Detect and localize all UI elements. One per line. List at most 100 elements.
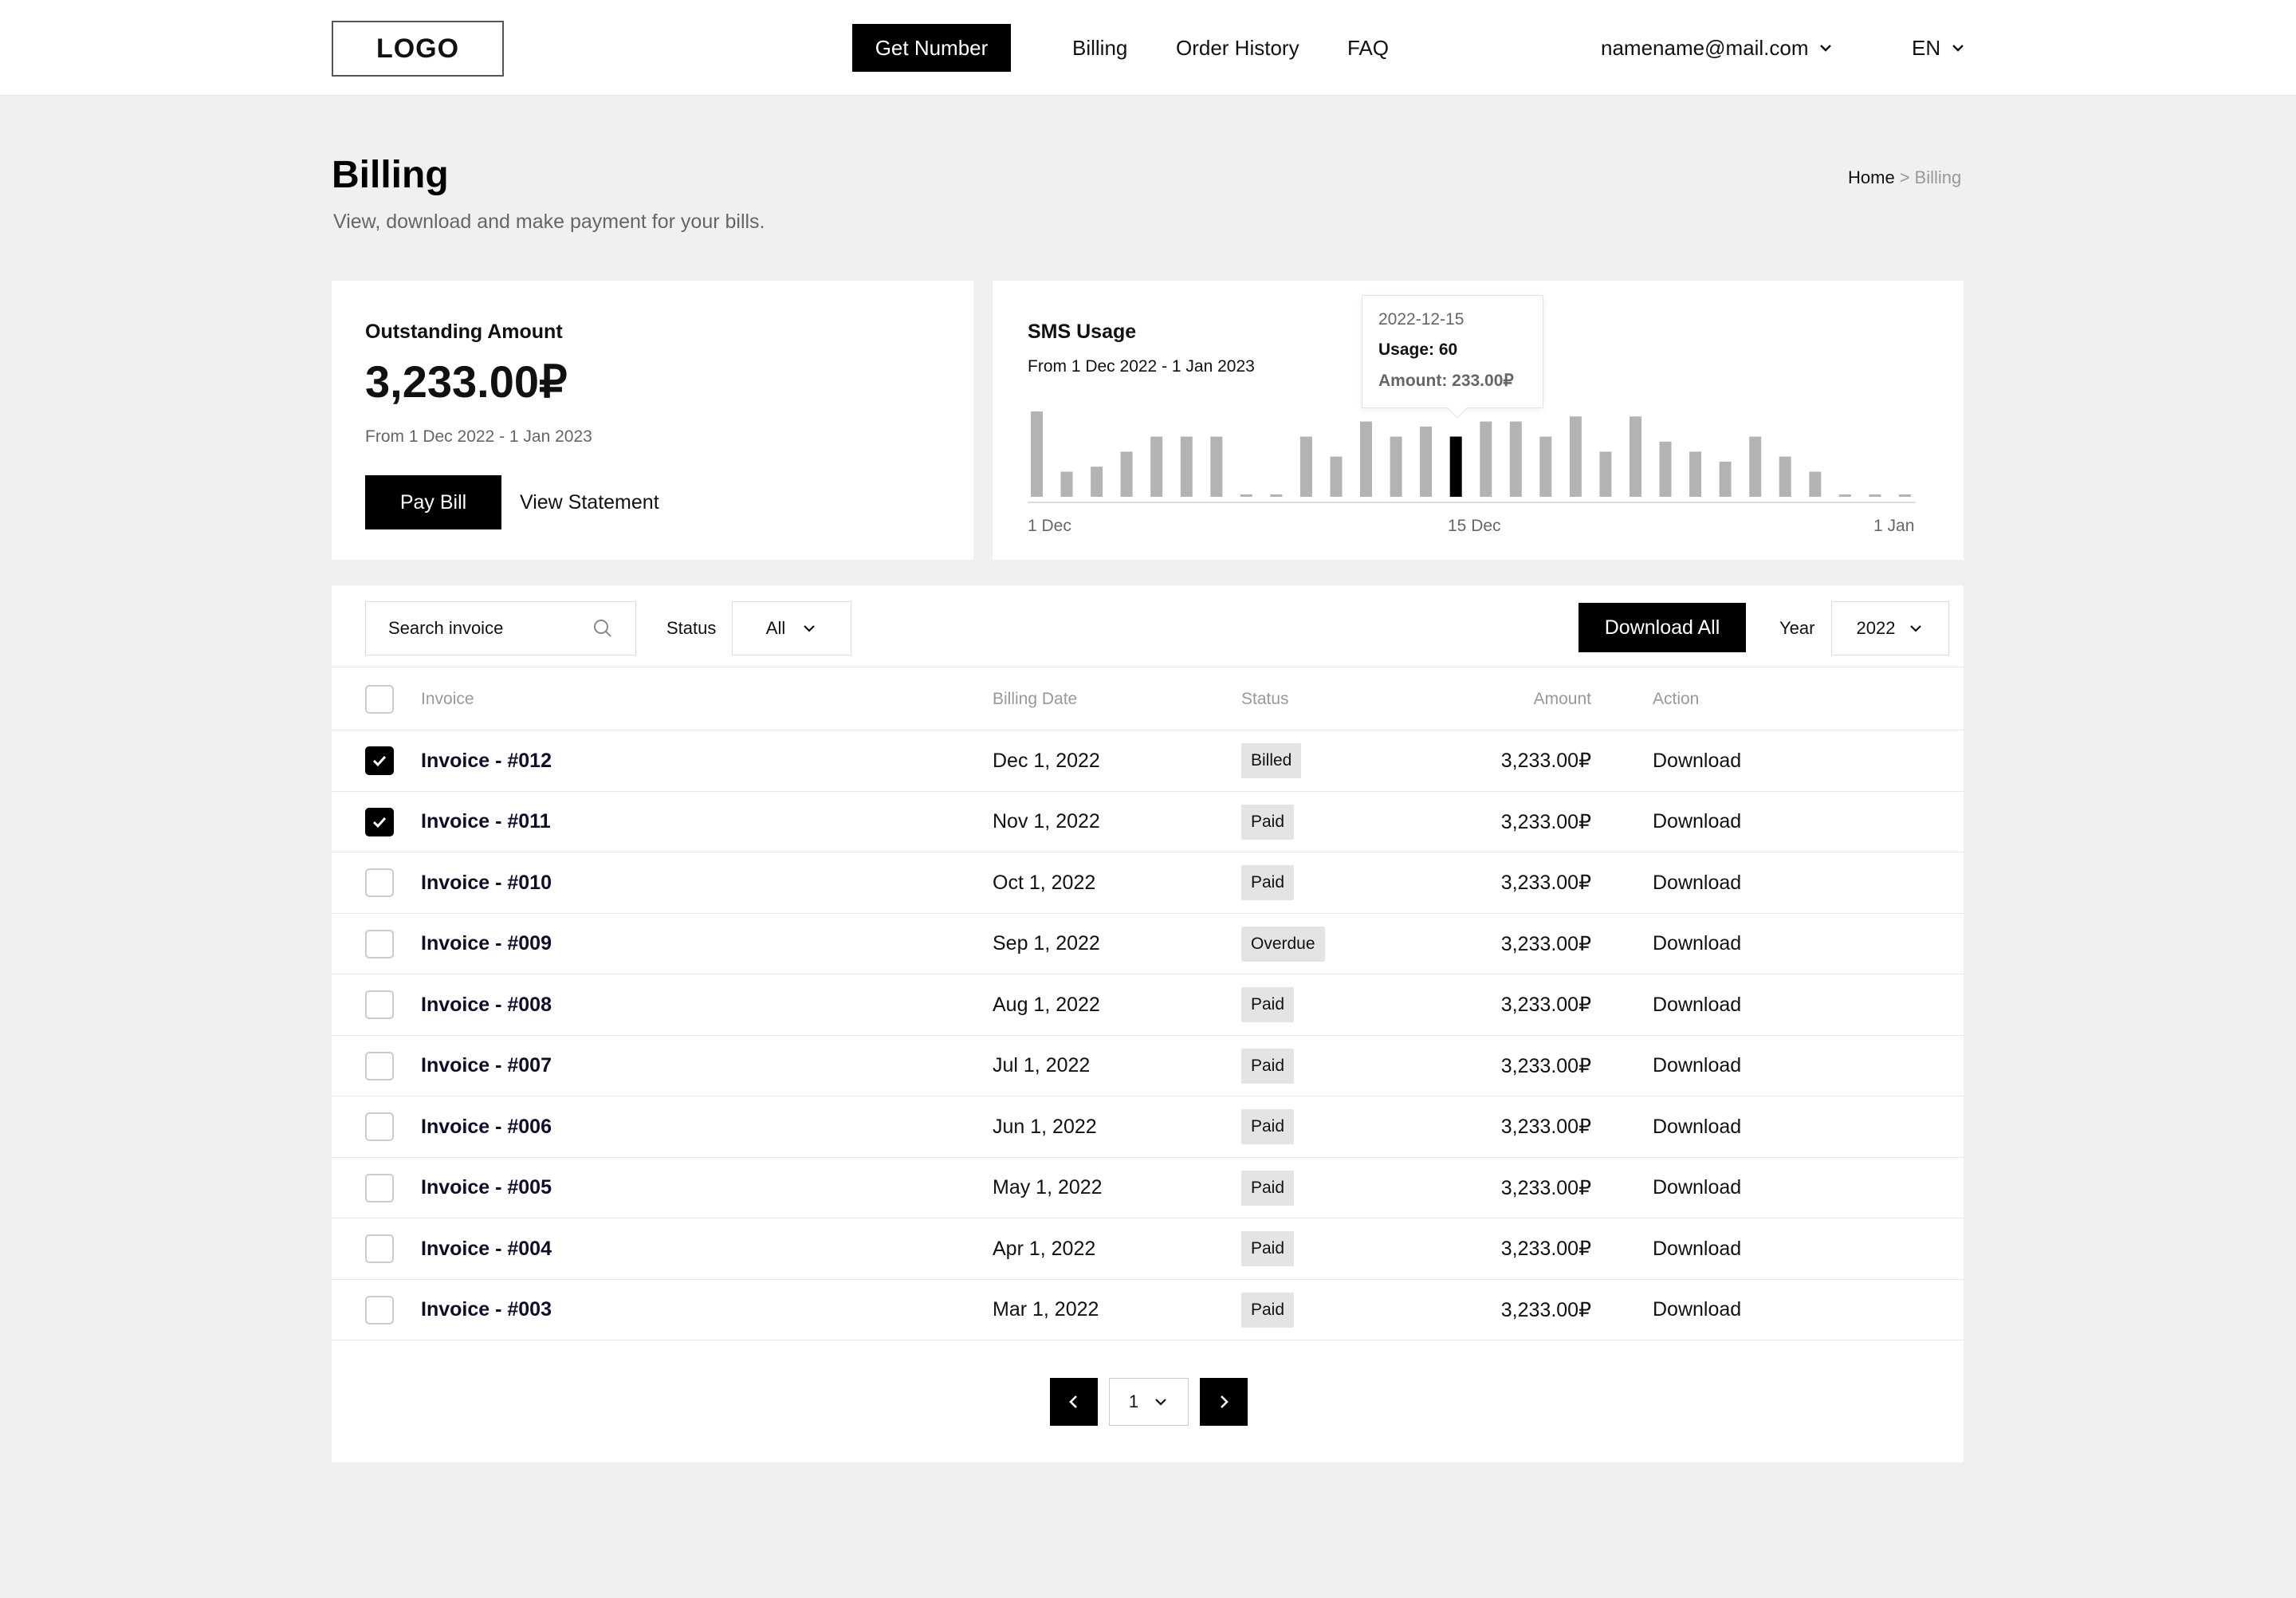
download-link[interactable]: Download [1653,1298,1742,1321]
chevron-down-icon [1952,45,1964,52]
table-row: Invoice - #003 Mar 1, 2022 Paid 3,233.00₽ Do… [332,1280,1964,1340]
download-link[interactable]: Download [1653,871,1742,894]
table-row: Invoice - #012 Dec 1, 2022 Billed 3,233.00₽… [332,730,1964,792]
amount: 3,233.00₽ [1500,1176,1591,1199]
view-statement-link[interactable]: View Statement [520,490,659,514]
nav-billing[interactable]: Billing [1072,35,1128,60]
chart-bar[interactable] [1599,451,1612,497]
invoice-name[interactable]: Invoice - #008 [421,993,552,1016]
chart-bar[interactable] [1509,421,1522,497]
amount: 3,233.00₽ [1500,994,1591,1016]
chart-bar[interactable] [1060,471,1073,498]
status-cell: Paid [1241,792,1295,852]
nav-order-history[interactable]: Order History [1176,35,1299,60]
chevron-down-icon [1155,1399,1166,1406]
previous-page-button[interactable] [1050,1378,1098,1426]
outstanding-amount: 3,233.00₽ [365,356,568,407]
download-link[interactable]: Download [1653,1115,1742,1138]
invoice-name[interactable]: Invoice - #006 [421,1115,552,1138]
chart-bar[interactable] [1390,436,1402,498]
invoice-name[interactable]: Invoice - #005 [421,1176,552,1198]
get-number-button[interactable]: Get Number [852,24,1011,72]
chart-bar[interactable] [1091,466,1103,497]
chart-bar[interactable] [1838,494,1851,497]
billing-date: Mar 1, 2022 [993,1298,1099,1321]
logo[interactable]: LOGO [332,21,504,77]
chart-bar[interactable] [1420,426,1433,497]
chart-bar[interactable] [1779,456,1791,497]
chart-bar[interactable] [1330,456,1343,497]
nav-faq[interactable]: FAQ [1347,35,1390,60]
status-filter-select[interactable]: All [732,601,851,655]
next-page-button[interactable] [1200,1378,1248,1426]
download-link[interactable]: Download [1653,749,1742,772]
chart-bar[interactable] [1719,461,1732,497]
download-link[interactable]: Download [1653,932,1742,954]
language-menu[interactable]: EN [1912,24,1966,72]
amount: 3,233.00₽ [1500,1054,1591,1077]
status-badge: Billed [1241,743,1302,778]
download-link[interactable]: Download [1653,993,1742,1016]
row-checkbox[interactable] [365,807,394,836]
row-checkbox[interactable] [365,990,394,1019]
chart-bar[interactable] [1659,441,1672,497]
status-badge: Paid [1241,1170,1295,1206]
pay-bill-button[interactable]: Pay Bill [365,475,501,529]
chart-bar[interactable] [1809,471,1822,498]
year-filter-value: 2022 [1856,618,1896,638]
user-email: namename@mail.com [1601,35,1809,60]
year-filter-select[interactable]: 2022 [1831,601,1949,655]
search-invoice-input[interactable]: Search invoice [365,601,636,655]
download-link[interactable]: Download [1653,1054,1742,1076]
invoice-name[interactable]: Invoice - #010 [421,871,552,894]
row-checkbox[interactable] [365,1234,394,1263]
billing-date: Sep 1, 2022 [993,932,1100,954]
download-link[interactable]: Download [1653,1237,1742,1260]
row-checkbox[interactable] [365,929,394,958]
chart-bar[interactable] [1749,436,1762,498]
chart-bar[interactable] [1240,494,1252,497]
select-all-checkbox[interactable] [365,685,394,714]
invoice-name[interactable]: Invoice - #003 [421,1298,552,1321]
table-row: Invoice - #004 Apr 1, 2022 Paid 3,233.00₽ Do… [332,1218,1964,1280]
row-checkbox[interactable] [365,746,394,775]
row-checkbox[interactable] [365,868,394,897]
chart-bar[interactable] [1569,416,1582,497]
invoice-name[interactable]: Invoice - #012 [421,749,552,772]
chart-bar[interactable] [1299,436,1312,498]
status-badge: Paid [1241,1292,1295,1328]
user-menu[interactable]: namename@mail.com [1601,24,1834,72]
chart-bar[interactable] [1630,416,1641,497]
status-cell: Paid [1241,1036,1295,1096]
chart-bar[interactable] [1898,494,1911,497]
chart-bar-highlighted[interactable] [1449,436,1462,498]
page-select[interactable]: 1 [1109,1378,1189,1426]
chart-bar[interactable] [1270,494,1283,497]
row-checkbox[interactable] [365,1112,394,1141]
download-all-button[interactable]: Download All [1578,603,1746,652]
status-badge: Paid [1241,1048,1295,1084]
invoice-name[interactable]: Invoice - #007 [421,1054,552,1076]
row-checkbox[interactable] [365,1295,394,1324]
chart-bar[interactable] [1869,494,1881,497]
chart-bar[interactable] [1031,411,1043,497]
invoice-name[interactable]: Invoice - #011 [421,810,551,832]
row-checkbox[interactable] [365,1173,394,1202]
row-checkbox[interactable] [365,1051,394,1080]
status-badge: Paid [1241,1231,1295,1266]
chart-bar[interactable] [1689,451,1702,497]
chart-bar[interactable] [1360,421,1372,497]
chart-bar[interactable] [1150,436,1163,498]
language-value: EN [1912,35,1941,60]
invoice-name[interactable]: Invoice - #009 [421,932,552,954]
breadcrumb-home[interactable]: Home [1848,167,1895,187]
chart-bar[interactable] [1120,451,1133,497]
download-link[interactable]: Download [1653,810,1742,832]
chart-bar[interactable] [1480,421,1492,497]
download-link[interactable]: Download [1653,1176,1742,1198]
outstanding-period: From 1 Dec 2022 - 1 Jan 2023 [365,427,592,446]
chart-bar[interactable] [1180,436,1193,498]
invoice-name[interactable]: Invoice - #004 [421,1237,552,1260]
chart-bar[interactable] [1210,436,1223,498]
chart-bar[interactable] [1539,436,1552,498]
